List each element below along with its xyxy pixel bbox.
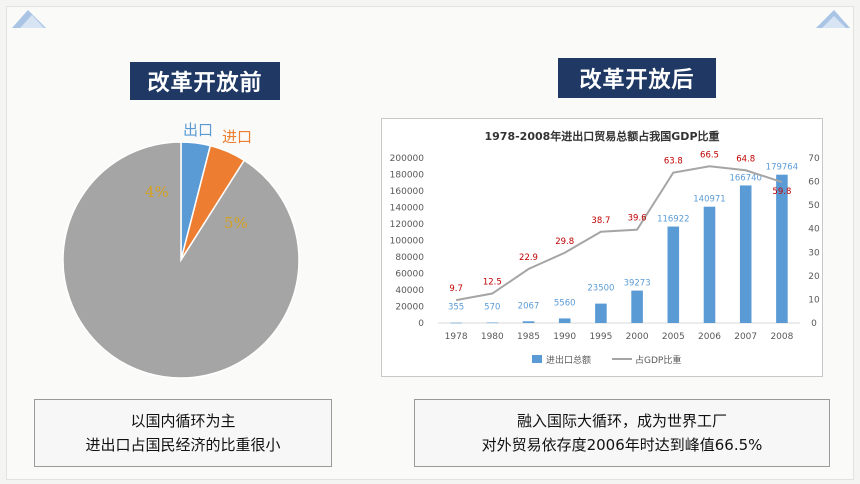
x-tick-label: 1980 [481, 332, 504, 342]
bar-2000 [631, 290, 643, 323]
after-caption-line2: 对外贸易依存度2006年时达到峰值66.5% [481, 436, 763, 454]
x-tick-label: 1995 [589, 332, 612, 342]
bar-value-label: 5560 [554, 298, 576, 308]
pie-pct-export: 4% [145, 183, 169, 201]
chart-legend: 进出口总额 占GDP比重 [532, 354, 681, 366]
pie-slice-2 [62, 141, 300, 379]
y2-tick-label: 50 [808, 201, 820, 211]
ratio-value-label: 22.9 [519, 253, 538, 263]
pie-pct-import: 5% [224, 214, 248, 232]
bar-value-label: 570 [484, 303, 500, 313]
x-tick-label: 2000 [626, 332, 649, 342]
legend-line-label: 占GDP比重 [635, 354, 681, 366]
y-tick-label: 60000 [395, 270, 424, 280]
corner-triangle-icon-right [816, 10, 850, 28]
y2-tick-label: 0 [811, 319, 817, 329]
y-tick-label: 0 [418, 319, 424, 329]
before-reform-title: 改革开放前 [130, 62, 280, 100]
x-tick-label: 2007 [734, 332, 757, 342]
y-tick-label: 180000 [390, 171, 425, 181]
ratio-value-label: 64.8 [736, 154, 755, 164]
x-tick-label: 1990 [553, 332, 576, 342]
ratio-value-label: 66.5 [700, 150, 719, 160]
pie-label-import: 进口 [222, 128, 253, 146]
bar-value-label: 2067 [518, 301, 540, 311]
y2-tick-label: 70 [808, 154, 820, 164]
bar-1980 [486, 322, 499, 324]
bar-value-label: 140971 [693, 195, 725, 205]
y-tick-label: 40000 [395, 286, 424, 296]
ratio-value-label: 29.8 [555, 237, 574, 247]
legend-bar-swatch [532, 355, 542, 363]
ratio-value-label: 63.8 [664, 157, 683, 167]
x-tick-label: 2008 [770, 332, 793, 342]
trade-chart: 1978-2008年进出口贸易总额占我国GDP比重 0 20000 40000 600… [381, 118, 823, 377]
after-caption-line1: 融入国际大循环，成为世界工厂 [516, 412, 727, 430]
corner-triangle-icon-left [12, 10, 46, 28]
y2-tick-label: 10 [808, 295, 820, 305]
ratio-value-label: 39.6 [628, 214, 647, 224]
bar-1985 [522, 321, 535, 323]
bar-value-label: 39273 [624, 279, 651, 289]
bar-value-label: 355 [448, 303, 464, 313]
y-tick-label: 160000 [390, 187, 425, 197]
y-tick-label: 120000 [390, 220, 425, 230]
chart-title: 1978-2008年进出口贸易总额占我国GDP比重 [484, 129, 719, 143]
ratio-value-label: 9.7 [449, 284, 463, 294]
before-caption-line1: 以国内循环为主 [130, 412, 236, 430]
bar-1990 [558, 318, 571, 323]
y2-tick-label: 60 [808, 178, 820, 188]
x-tick-label: 1978 [445, 332, 468, 342]
ratio-value-label: 59.8 [772, 187, 791, 197]
bar-2005 [667, 226, 680, 323]
bar-2008 [776, 174, 788, 323]
bar-value-label: 23500 [587, 284, 614, 294]
y2-tick-label: 30 [808, 248, 820, 258]
after-reform-title: 改革开放后 [558, 58, 716, 98]
y-tick-label: 80000 [395, 253, 424, 263]
bar-value-label: 116922 [657, 215, 689, 225]
bar-1978 [450, 322, 462, 324]
y-tick-label: 100000 [390, 237, 425, 247]
ratio-value-label: 38.7 [591, 216, 610, 226]
y-tick-label: 200000 [390, 154, 425, 164]
pie-chart [61, 140, 301, 380]
legend-bar-label: 进出口总额 [546, 354, 591, 366]
before-caption: 以国内循环为主 进出口占国民经济的比重很小 [34, 399, 332, 467]
pie-label-export: 出口 [183, 121, 214, 139]
y-tick-label: 20000 [395, 303, 424, 313]
bar-1995 [595, 303, 607, 323]
y-tick-label: 140000 [390, 204, 425, 214]
before-caption-line2: 进出口占国民经济的比重很小 [85, 436, 281, 454]
after-caption: 融入国际大循环，成为世界工厂 对外贸易依存度2006年时达到峰值66.5% [414, 399, 830, 467]
y2-tick-label: 40 [808, 225, 820, 235]
x-tick-label: 1985 [517, 332, 540, 342]
bar-value-label: 166740 [729, 173, 761, 183]
bar-value-label: 179764 [766, 163, 798, 173]
x-tick-label: 2006 [698, 332, 721, 342]
ratio-line [455, 165, 783, 302]
y2-tick-label: 20 [808, 272, 820, 282]
ratio-value-label: 12.5 [483, 278, 502, 288]
bar-2007 [739, 185, 752, 323]
bar-2006 [703, 206, 716, 323]
x-tick-label: 2005 [662, 332, 685, 342]
